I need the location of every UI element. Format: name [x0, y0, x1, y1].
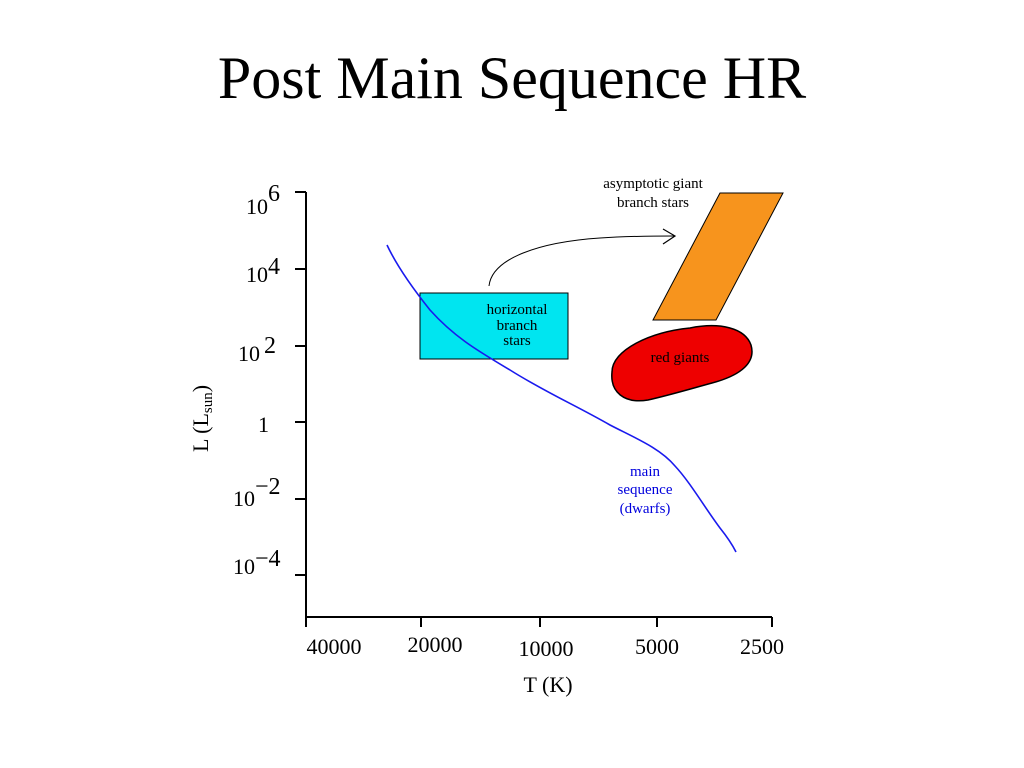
red-giants-label: red giants	[651, 350, 710, 366]
y-axis-label: L (Lsun)	[188, 385, 216, 452]
red-giants-region	[611, 325, 753, 402]
evolution-arrow	[488, 235, 675, 287]
ms-label-line3: (dwarfs)	[620, 501, 671, 517]
hb-label-line2: branch	[497, 318, 538, 334]
svg-text:L (Lsun): L (Lsun)	[188, 385, 216, 452]
y-tick-label-1: 1	[258, 412, 269, 437]
x-tick-label: 20000	[408, 632, 463, 657]
y-tick-label-1e6: 106	[246, 181, 280, 219]
ms-label-line2: sequence	[618, 482, 673, 498]
x-tick-label: 10000	[519, 636, 574, 661]
agb-label-line2: branch stars	[617, 195, 689, 211]
hb-label-line1: horizontal	[487, 302, 548, 318]
x-tick-label: 2500	[740, 634, 784, 659]
agb-region	[652, 192, 784, 321]
hb-label-line3: stars	[503, 333, 531, 349]
y-tick-label-1e4: 104	[246, 254, 280, 287]
ms-label-line1: main	[630, 464, 660, 480]
horizontal-branch-region	[419, 292, 569, 360]
main-sequence-curve	[386, 244, 737, 553]
y-tick-label-1e-4: 10−4	[233, 546, 281, 579]
x-ticks	[305, 617, 773, 627]
y-tick-label-1e-2: 10−2	[233, 474, 281, 511]
x-tick-label: 5000	[635, 634, 679, 659]
y-tick-label-1e2: 10 2	[238, 333, 276, 366]
arrow-head	[662, 228, 677, 245]
x-axis-label: T (K)	[523, 672, 572, 697]
y-ticks	[295, 191, 306, 576]
x-tick-label: 40000	[307, 634, 362, 659]
slide-title: Post Main Sequence HR	[217, 45, 807, 111]
agb-label-line1: asymptotic giant	[603, 176, 703, 192]
